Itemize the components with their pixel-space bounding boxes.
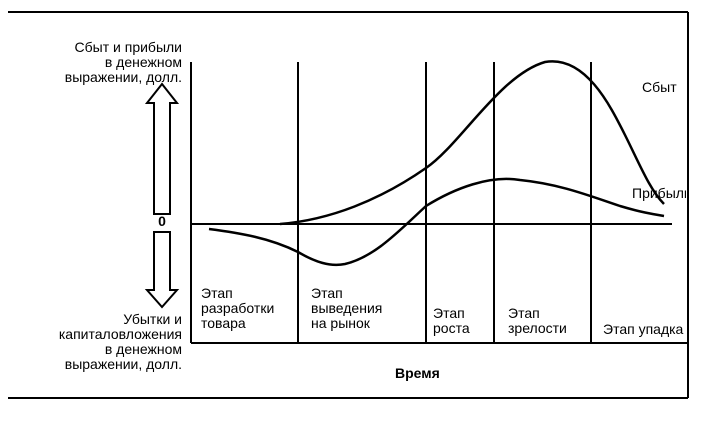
- profit-axis-label-line-2: в денежном: [104, 54, 182, 70]
- profit-curve: [208, 177, 665, 267]
- loss-axis-label: Убытки и капиталовложения в денежном выр…: [12, 312, 182, 372]
- x-axis-label: Время: [395, 365, 440, 381]
- stage-introduction: Этап выведения на рынок: [311, 286, 382, 331]
- loss-axis-label-line-4: выражении, долл.: [64, 356, 182, 372]
- stage-growth-line-2: роста: [433, 320, 470, 336]
- stage-maturity-line-2: зрелости: [508, 320, 567, 336]
- stage-development-line-3: товара: [201, 315, 246, 331]
- stage-development: Этап разработки товара: [201, 286, 274, 331]
- profit-axis-label: Сбыт и прибыли в денежном выражении, дол…: [12, 40, 182, 85]
- stage-maturity-line-1: Этап: [508, 305, 540, 321]
- down-arrow-icon: [144, 231, 180, 309]
- stage-introduction-line-1: Этап: [311, 285, 343, 301]
- stage-decline: Этап упадка: [603, 322, 683, 337]
- sales-curve: [279, 60, 665, 226]
- loss-axis-label-line-1: Убытки и: [123, 311, 182, 327]
- stage-development-line-1: Этап: [201, 285, 233, 301]
- stage-introduction-line-3: на рынок: [311, 315, 370, 331]
- loss-axis-label-line-2: капиталовложения: [58, 326, 182, 342]
- stage-growth: Этап роста: [433, 306, 470, 336]
- sales-curve-label: Сбыт: [642, 79, 677, 95]
- stage-decline-line-1: Этап упадка: [603, 321, 684, 337]
- profit-curve-label: Прибыль: [632, 186, 686, 201]
- profit-axis-label-line-1: Сбыт и прибыли: [74, 39, 182, 55]
- stage-maturity: Этап зрелости: [508, 306, 567, 336]
- stage-development-line-2: разработки: [201, 300, 275, 316]
- up-arrow-icon: [144, 82, 180, 215]
- stage-growth-line-1: Этап: [433, 305, 465, 321]
- loss-axis-label-line-3: в денежном: [104, 341, 182, 357]
- profit-axis-label-line-3: выражении, долл.: [64, 69, 182, 85]
- zero-label: 0: [158, 213, 166, 229]
- stage-introduction-line-2: выведения: [311, 300, 383, 316]
